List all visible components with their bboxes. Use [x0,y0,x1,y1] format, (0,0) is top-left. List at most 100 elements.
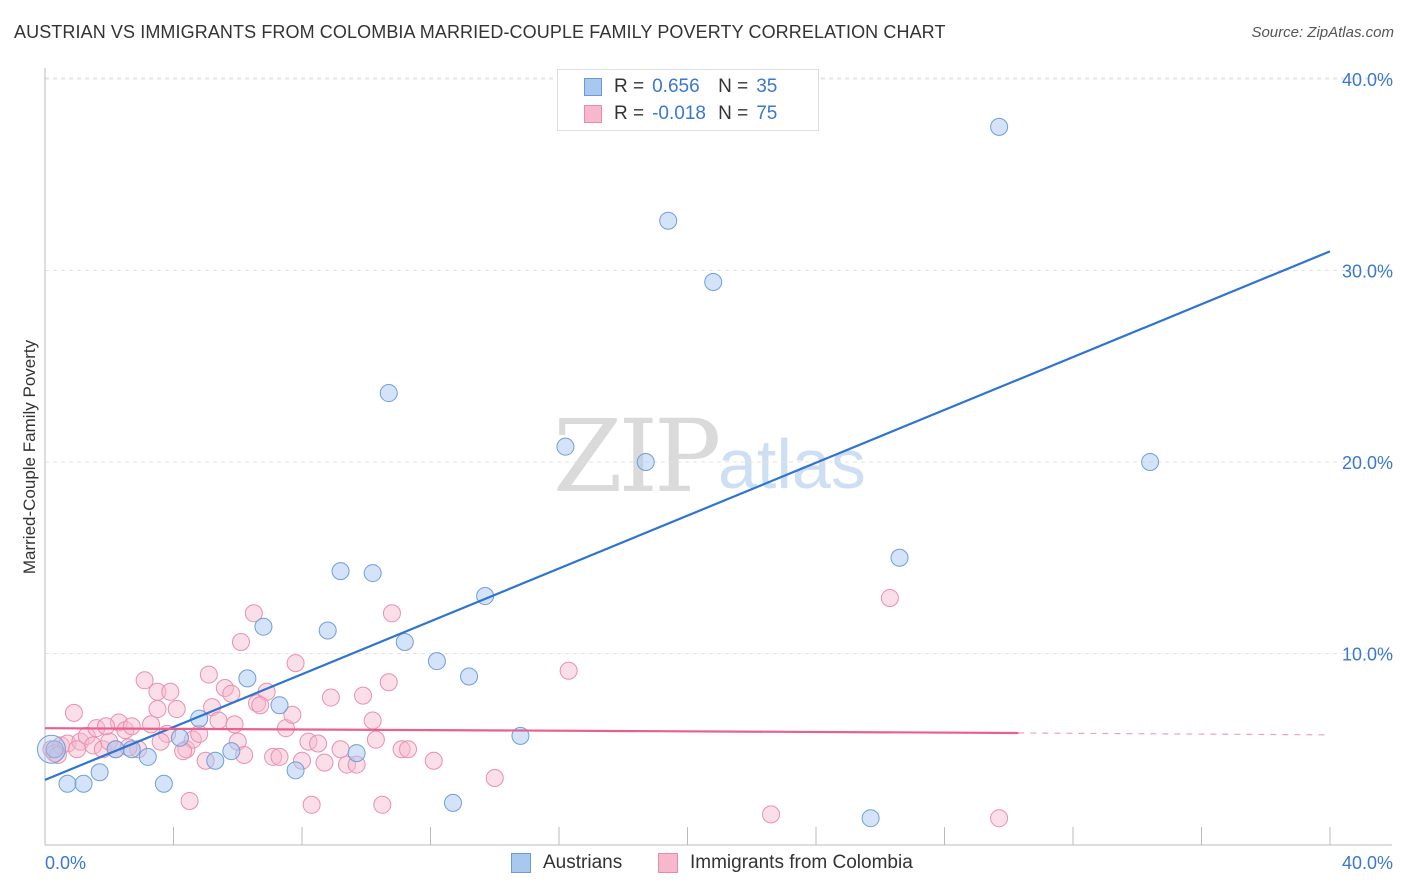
data-point-austrians [443,793,462,812]
data-point-austrians [222,742,241,761]
data-point-austrians [347,744,366,763]
data-point-colombia [161,682,180,701]
data-point-austrians [36,734,66,764]
r-value-colombia: -0.018 [652,103,706,124]
bottom-legend-austrians[interactable]: Austrians [511,852,622,874]
data-point-austrians [58,774,77,793]
data-point-colombia [331,740,350,759]
data-point-austrians [270,696,289,715]
y-tick-label: 30.0% [1342,262,1393,282]
x-tick-label: 0.0% [45,853,86,873]
data-point-austrians [363,564,382,583]
x-tick-label: 40.0% [1342,853,1393,873]
data-point-colombia [231,633,250,652]
data-point-colombia [135,671,154,690]
data-point-colombia [302,795,321,814]
data-point-colombia [264,747,283,766]
trendline-colombia [44,727,1019,735]
data-point-colombia [64,703,83,722]
data-point-austrians [379,384,398,403]
axes [44,68,1392,846]
source-credit: Source: ZipAtlas.com [1251,24,1394,41]
trendline-austrians [44,250,1331,781]
data-point-austrians [286,761,305,780]
data-point-colombia [379,673,398,692]
data-point-austrians [238,669,257,688]
legend-row-colombia: R = -0.018 N = 75 [584,102,777,126]
r-label: R = [614,103,645,124]
n-value-austrians: 35 [756,76,778,97]
data-point-colombia [373,795,392,814]
data-point-colombia [225,715,244,734]
data-point-colombia [559,661,578,680]
data-point-austrians [331,562,350,581]
data-point-colombia [366,730,385,749]
bottom-legend-colombia[interactable]: Immigrants from Colombia [658,852,913,874]
n-value-colombia: 75 [756,103,778,124]
data-point-austrians [138,747,157,766]
data-point-austrians [206,751,225,770]
y-tick-label: 20.0% [1342,453,1393,473]
legend-swatch-colombia [584,105,602,123]
n-label: N = [718,76,749,97]
data-point-colombia [762,805,781,824]
data-point-colombia [363,711,382,730]
data-point-austrians [990,117,1009,136]
r-label: R = [614,76,645,97]
stats-legend: R = 0.656 N = 35 R = -0.018 N = 75 [557,69,819,131]
data-point-austrians [1141,453,1160,471]
data-point-colombia [315,753,334,772]
data-point-austrians [704,272,723,291]
data-point-austrians [427,652,446,671]
data-point-colombia [354,686,373,705]
data-point-colombia [309,734,328,753]
data-point-colombia [248,694,267,713]
legend-label-austrians: Austrians [543,852,623,873]
data-point-colombia [399,740,418,759]
r-value-austrians: 0.656 [652,76,700,97]
legend-row-austrians: R = 0.656 N = 35 [584,75,777,99]
data-point-colombia [209,711,228,730]
trend-lines [44,250,1331,781]
data-point-colombia [68,740,87,759]
legend-swatch-austrians [511,853,531,873]
data-point-colombia [122,717,141,736]
data-point-colombia [167,700,186,719]
grid-lines [45,77,1392,654]
data-point-austrians [170,728,189,747]
data-point-colombia [199,665,218,684]
data-point-austrians [154,774,173,793]
data-point-austrians [318,621,337,640]
data-point-colombia [270,747,289,766]
data-point-austrians [556,437,575,456]
data-point-colombia [880,588,899,607]
data-point-colombia [180,791,199,810]
series-colombia-points [42,588,1009,828]
y-axis-label: Married-Couple Family Poverty [20,339,39,574]
tick-labels: 10.0% 20.0% 30.0% 40.0% 0.0% 40.0% [45,70,1393,873]
data-point-austrians [90,763,109,782]
data-point-colombia [485,768,504,787]
chart-title: AUSTRIAN VS IMMIGRANTS FROM COLOMBIA MAR… [14,22,946,42]
trendline-colombia [1018,732,1331,736]
data-point-colombia [424,751,443,770]
data-point-colombia [251,696,270,715]
n-label: N = [718,103,749,124]
legend-label-colombia: Immigrants from Colombia [690,852,913,873]
y-tick-label: 40.0% [1342,70,1393,90]
data-point-colombia [392,740,411,759]
watermark-atlas: atlas [718,425,866,503]
data-point-colombia [142,715,161,734]
data-point-colombia [337,755,356,774]
data-point-austrians [636,453,655,471]
data-point-austrians [659,211,678,230]
data-point-colombia [382,604,401,623]
series-austrians-points [36,117,1160,828]
data-point-colombia [148,700,167,719]
data-point-colombia [148,682,167,701]
data-point-austrians [74,774,93,793]
data-point-austrians [861,809,880,828]
data-point-austrians [460,667,479,686]
watermark-zip: ZIP [553,398,721,515]
